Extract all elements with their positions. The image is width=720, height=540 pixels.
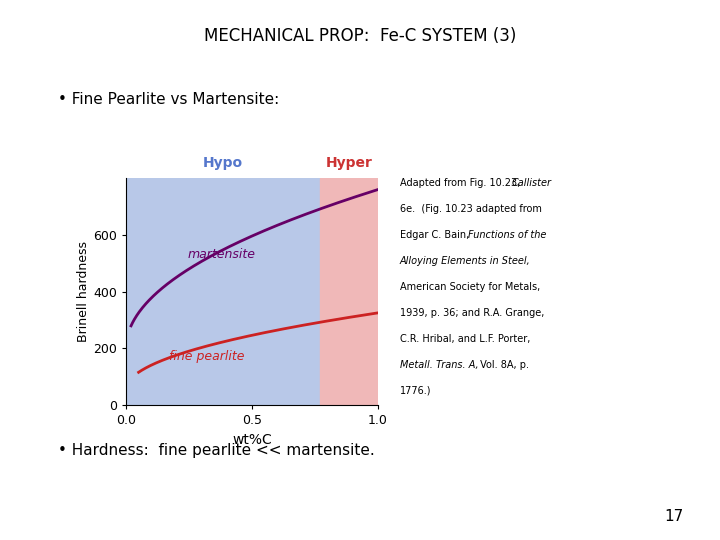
Text: • Hardness:  fine pearlite << martensite.: • Hardness: fine pearlite << martensite. <box>58 443 374 458</box>
Text: 6e.  (Fig. 10.23 adapted from: 6e. (Fig. 10.23 adapted from <box>400 204 541 214</box>
Text: MECHANICAL PROP:  Fe-C SYSTEM (3): MECHANICAL PROP: Fe-C SYSTEM (3) <box>204 27 516 45</box>
Text: 17: 17 <box>665 509 684 524</box>
Bar <box>320 178 378 405</box>
Text: American Society for Metals,: American Society for Metals, <box>400 282 540 292</box>
Text: C.R. Hribal, and L.F. Porter,: C.R. Hribal, and L.F. Porter, <box>400 334 530 344</box>
Text: Vol. 8A, p.: Vol. 8A, p. <box>477 360 529 370</box>
Text: 1776.): 1776.) <box>400 386 431 396</box>
Text: Hypo: Hypo <box>203 156 243 170</box>
Bar <box>126 178 320 405</box>
X-axis label: wt%C: wt%C <box>232 433 272 447</box>
Text: Hyper: Hyper <box>325 156 372 170</box>
Text: Metall. Trans. A,: Metall. Trans. A, <box>400 360 478 370</box>
Text: 1939, p. 36; and R.A. Grange,: 1939, p. 36; and R.A. Grange, <box>400 308 544 318</box>
Text: Functions of the: Functions of the <box>468 230 546 240</box>
Text: Adapted from Fig. 10.23,: Adapted from Fig. 10.23, <box>400 178 523 188</box>
Y-axis label: Brinell hardness: Brinell hardness <box>77 241 90 342</box>
Text: Callister: Callister <box>511 178 552 188</box>
Text: Alloying Elements in Steel,: Alloying Elements in Steel, <box>400 256 531 266</box>
Text: • Fine Pearlite vs Martensite:: • Fine Pearlite vs Martensite: <box>58 92 279 107</box>
Text: martensite: martensite <box>188 248 256 261</box>
Text: fine pearlite: fine pearlite <box>169 350 244 363</box>
Text: Edgar C. Bain,: Edgar C. Bain, <box>400 230 472 240</box>
